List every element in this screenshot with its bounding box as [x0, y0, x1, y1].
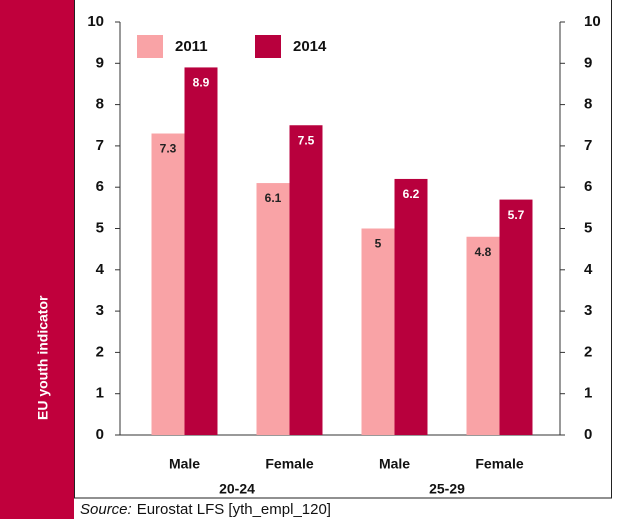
y-tick-label: 1 — [96, 385, 104, 402]
bar — [256, 183, 290, 435]
y-tick-label: 10 — [87, 13, 104, 30]
group-label: 25-29 — [429, 481, 465, 497]
y-tick-label: 4 — [96, 261, 105, 278]
y2-tick-label: 0 — [584, 426, 592, 443]
source-text: Eurostat LFS [yth_empl_120] — [137, 501, 331, 518]
bar — [361, 228, 395, 435]
x-tick-label: Male — [379, 456, 410, 472]
y-tick-label: 0 — [96, 426, 104, 443]
legend-label: 2011 — [175, 38, 208, 55]
x-tick-label: Male — [169, 456, 200, 472]
bar — [466, 236, 500, 435]
source-label: Source: — [80, 501, 132, 518]
y2-tick-label: 9 — [584, 54, 592, 71]
legend-swatch — [137, 35, 163, 58]
y-tick-label: 6 — [96, 178, 104, 195]
side-label: EU youth indicator — [35, 295, 51, 420]
x-tick-label: Female — [265, 456, 313, 472]
value-label: 7.3 — [160, 142, 177, 156]
y2-tick-label: 2 — [584, 343, 592, 360]
y2-tick-label: 8 — [584, 96, 592, 113]
x-tick-label: Female — [475, 456, 523, 472]
bar — [151, 133, 185, 435]
value-label: 5 — [375, 237, 382, 251]
y-tick-label: 3 — [96, 302, 104, 319]
legend-label: 2014 — [293, 38, 327, 55]
frame — [74, 0, 612, 499]
value-label: 6.2 — [403, 187, 420, 201]
bar — [289, 125, 323, 435]
y-tick-label: 8 — [96, 96, 104, 113]
bar — [499, 199, 533, 435]
side-band — [0, 0, 74, 519]
group-label: 20-24 — [219, 481, 255, 497]
value-label: 5.7 — [508, 208, 525, 222]
value-label: 7.5 — [298, 133, 315, 147]
value-label: 6.1 — [265, 191, 282, 205]
y2-tick-label: 3 — [584, 302, 592, 319]
y2-tick-label: 1 — [584, 385, 592, 402]
y2-tick-label: 7 — [584, 137, 592, 154]
y-tick-label: 9 — [96, 54, 104, 71]
value-label: 4.8 — [475, 245, 492, 259]
legend-swatch — [255, 35, 281, 58]
y-tick-label: 2 — [96, 343, 104, 360]
value-label: 8.9 — [193, 76, 210, 90]
y2-tick-label: 6 — [584, 178, 592, 195]
y-tick-label: 7 — [96, 137, 104, 154]
bar — [394, 178, 428, 435]
bar — [184, 67, 218, 436]
y2-tick-label: 10 — [584, 13, 601, 30]
y2-tick-label: 5 — [584, 219, 592, 236]
source: Source: Eurostat LFS [yth_empl_120] — [80, 501, 331, 518]
y2-tick-label: 4 — [584, 261, 593, 278]
y-tick-label: 5 — [96, 219, 104, 236]
